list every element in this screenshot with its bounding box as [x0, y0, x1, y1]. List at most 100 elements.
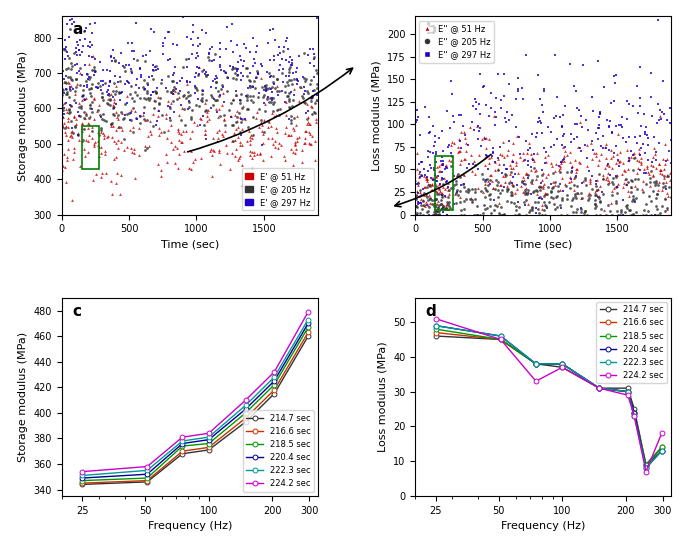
Point — [82, 69, 93, 78]
Point — [192, 71, 203, 80]
Point — [612, 155, 623, 164]
Point — [644, 169, 655, 178]
Point — [92, 106, 103, 114]
214.7 sec — [78, 481, 86, 488]
Point — [153, 99, 164, 108]
Point — [173, 124, 184, 133]
Point — [138, 102, 149, 111]
Point — [285, 130, 296, 139]
Point — [604, 171, 615, 179]
Point — [536, 128, 547, 137]
Point — [614, 158, 625, 166]
Point — [473, 99, 484, 108]
Point — [488, 148, 499, 157]
Point — [458, 121, 469, 130]
Point — [278, 168, 289, 177]
Point — [66, 133, 77, 142]
Point — [309, 155, 320, 164]
Point — [590, 185, 601, 194]
Point — [493, 165, 503, 173]
Point — [78, 113, 89, 122]
Point — [470, 210, 481, 219]
Point — [60, 123, 71, 132]
Point — [258, 155, 269, 164]
Point — [482, 204, 493, 213]
Point — [259, 86, 270, 94]
Point — [443, 193, 453, 202]
Point — [290, 139, 301, 148]
Point — [179, 147, 190, 155]
Point — [485, 201, 496, 210]
Point — [639, 149, 650, 158]
Point — [178, 91, 189, 100]
218.5 sec — [623, 389, 632, 395]
Point — [476, 142, 487, 150]
Point — [534, 113, 545, 122]
Point — [76, 120, 87, 129]
Point — [665, 159, 676, 167]
Point — [260, 86, 271, 95]
Point — [584, 179, 595, 187]
Point — [116, 125, 127, 134]
Point — [206, 43, 217, 52]
224.2 sec — [432, 316, 440, 322]
Point — [595, 108, 606, 117]
Point — [648, 178, 659, 187]
Point — [651, 190, 662, 198]
Point — [108, 110, 119, 119]
Point — [273, 105, 284, 113]
Point — [433, 183, 444, 191]
Point — [576, 123, 587, 131]
Point — [562, 210, 573, 219]
Point — [66, 82, 77, 90]
Point — [219, 111, 230, 120]
Point — [178, 105, 189, 113]
Point — [637, 210, 648, 219]
218.5 sec — [78, 477, 86, 484]
Point — [212, 128, 223, 137]
Point — [275, 105, 286, 113]
Point — [131, 56, 142, 65]
Point — [222, 73, 233, 82]
Point — [86, 83, 97, 92]
Line: 220.4 sec: 220.4 sec — [433, 323, 664, 470]
Point — [184, 102, 195, 111]
Point — [199, 66, 210, 75]
Point — [659, 172, 670, 180]
Point — [246, 131, 257, 140]
Point — [89, 66, 100, 75]
Point — [450, 190, 461, 199]
Point — [527, 204, 538, 213]
Point — [214, 61, 225, 70]
Point — [151, 66, 162, 75]
Point — [266, 98, 277, 107]
224.2 sec — [270, 368, 278, 375]
Point — [308, 45, 319, 53]
Point — [139, 93, 150, 102]
Point — [527, 130, 538, 138]
Point — [432, 210, 443, 219]
Point — [443, 142, 453, 151]
Point — [477, 209, 488, 217]
Point — [96, 77, 107, 86]
Point — [593, 193, 603, 202]
Point — [229, 68, 240, 77]
Point — [602, 176, 613, 185]
Point — [310, 117, 321, 126]
Point — [81, 80, 92, 89]
Point — [443, 202, 454, 211]
Point — [434, 190, 445, 198]
Point — [528, 164, 539, 173]
Point — [645, 181, 656, 190]
Point — [603, 178, 614, 187]
Point — [582, 162, 593, 171]
Point — [60, 122, 71, 130]
Point — [659, 195, 670, 204]
Point — [592, 175, 603, 184]
Point — [482, 180, 493, 189]
218.5 sec — [658, 444, 666, 451]
Point — [458, 183, 469, 191]
Point — [654, 169, 665, 178]
Point — [608, 174, 619, 183]
Point — [257, 83, 268, 92]
